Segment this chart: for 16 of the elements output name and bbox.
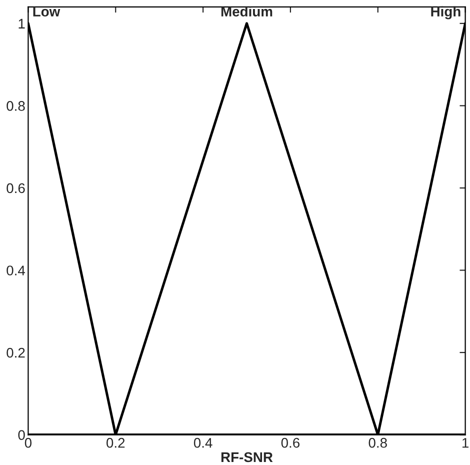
x-tick-label: 0.6 — [281, 438, 300, 448]
y-tick-label: 1 — [18, 18, 25, 28]
x-tick-label: 0.8 — [368, 438, 387, 448]
series-label: High — [431, 6, 460, 20]
x-tick-label: 0.4 — [194, 438, 212, 448]
y-tick-label: 0.6 — [6, 183, 25, 194]
y-tick-label: 0.2 — [6, 348, 25, 358]
series-label: Medium — [221, 6, 272, 17]
x-tick-label: 0.2 — [106, 438, 125, 448]
y-tick-label: 0.4 — [6, 266, 26, 276]
x-tick-label: 1 — [462, 438, 468, 448]
x-tick-label: 0 — [24, 438, 32, 448]
x-axis-title: RF-SNR — [221, 452, 273, 462]
series-label: Low — [33, 6, 60, 17]
y-tick-label: 0 — [18, 430, 25, 440]
y-tick-label: 0.8 — [6, 101, 25, 111]
